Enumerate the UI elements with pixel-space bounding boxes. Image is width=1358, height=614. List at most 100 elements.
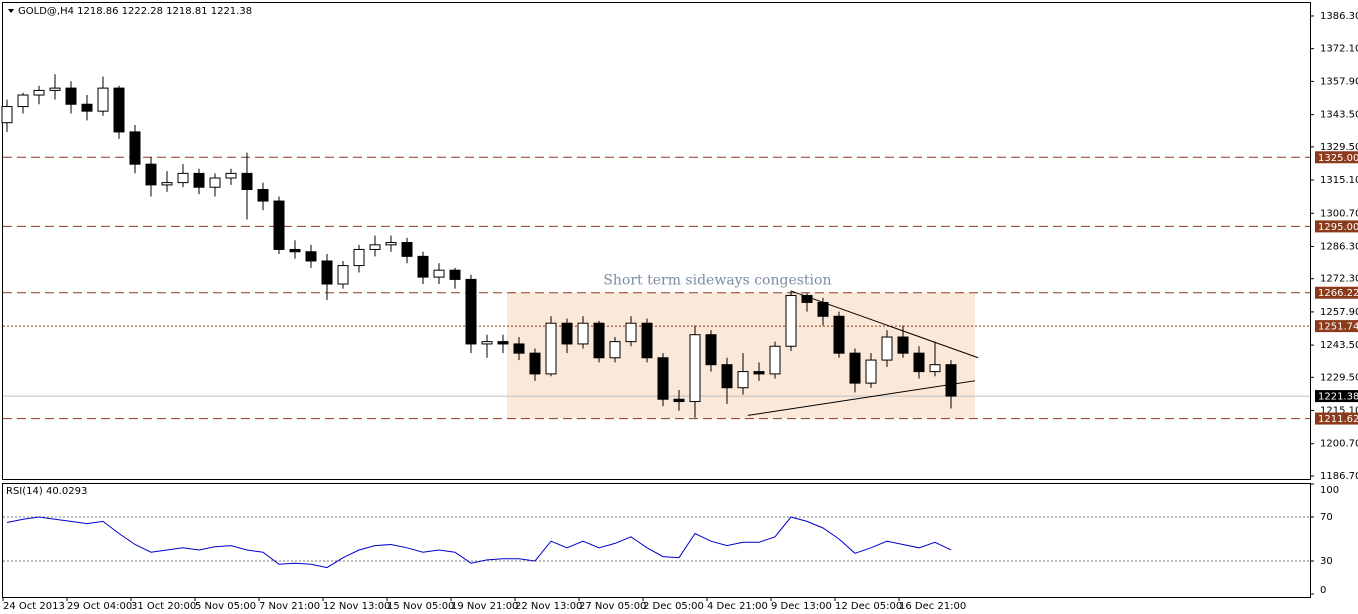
rsi-title: RSI(14) 40.0293	[6, 486, 87, 497]
chart-title: GOLD@,H4 1218.86 1222.28 1218.81 1221.38	[18, 6, 252, 17]
y-tick-label: 1300.70	[1320, 208, 1358, 219]
y-tick-label: 1200.70	[1320, 439, 1358, 450]
candle-body	[177, 172, 189, 184]
candle-body	[641, 322, 653, 359]
candle-body	[17, 94, 29, 108]
y-tick-label: 1329.50	[1320, 142, 1358, 153]
candle-body	[33, 89, 45, 96]
candle-body	[849, 352, 861, 384]
y-tick-label: 1243.50	[1320, 340, 1358, 351]
y-tick-label: 1272.30	[1320, 274, 1358, 285]
candle-body	[625, 322, 637, 343]
x-tick-label: 15 Nov 05:00	[387, 601, 454, 612]
x-tick-label: 2 Dec 05:00	[643, 601, 704, 612]
x-tick-label: 24 Oct 2013	[3, 601, 65, 612]
price-level-box	[1315, 220, 1358, 233]
annotation: Short term sideways congestion	[603, 273, 831, 289]
candle-body	[433, 269, 445, 278]
candle-body	[609, 341, 621, 359]
candle-body	[81, 103, 93, 112]
price-level-label: 1251.74	[1318, 322, 1358, 333]
candle-body	[673, 398, 685, 403]
x-tick-label: 12 Dec 05:00	[835, 601, 902, 612]
candle-body	[561, 322, 573, 345]
candle-body	[769, 345, 781, 375]
candle-body	[753, 371, 765, 375]
candle-body	[401, 242, 413, 257]
candle-body	[513, 343, 525, 354]
price-level-label: 1221.38	[1318, 392, 1358, 403]
candle-body	[113, 87, 125, 133]
rsi-panel	[2, 483, 1311, 598]
candle-body	[689, 334, 701, 403]
candle-body	[705, 334, 717, 366]
candle-body	[161, 182, 173, 186]
candle-body	[289, 248, 301, 253]
price-level-box	[1315, 390, 1358, 403]
y-tick-label: 1286.30	[1320, 241, 1358, 252]
candle-body	[145, 163, 157, 186]
candle-body	[225, 172, 237, 179]
candle-body	[721, 364, 733, 389]
candle-body	[817, 301, 829, 317]
candle-body	[1, 106, 13, 124]
trendline	[790, 290, 979, 359]
y-tick-label: 1315.10	[1320, 175, 1358, 186]
price-level-box	[1315, 286, 1358, 299]
candle-body	[497, 341, 509, 345]
candle-body	[337, 265, 349, 285]
candle-body	[305, 251, 317, 262]
congestion-zone	[507, 292, 975, 419]
candle-body	[209, 177, 221, 188]
main-panel	[2, 2, 1311, 480]
price-level-box	[1315, 320, 1358, 333]
x-tick-label: 16 Dec 21:00	[899, 601, 966, 612]
candle-body	[385, 242, 397, 246]
candle-body	[465, 278, 477, 345]
candle-body	[529, 352, 541, 375]
y-tick-label: 1186.70	[1320, 471, 1358, 482]
menu-arrow	[8, 9, 14, 13]
candle-body	[193, 172, 205, 188]
candle-body	[785, 295, 797, 347]
candle-body	[321, 260, 333, 285]
candle-body	[257, 189, 269, 202]
candle-body	[353, 248, 365, 267]
candle-body	[97, 87, 109, 112]
candle-body	[369, 244, 381, 250]
candle-body	[881, 336, 893, 361]
candle-body	[481, 341, 493, 345]
candle-body	[833, 315, 845, 354]
candle-body	[273, 200, 285, 250]
price-level-label: 1211.62	[1318, 414, 1358, 425]
x-tick-label: 31 Oct 20:00	[131, 601, 196, 612]
x-tick-label: 27 Nov 05:00	[579, 601, 646, 612]
price-level-label: 1295.00	[1318, 222, 1358, 233]
y-tick-label: 100	[1320, 485, 1339, 496]
x-tick-label: 5 Nov 05:00	[195, 601, 256, 612]
price-level-box	[1315, 151, 1358, 164]
x-tick-label: 12 Nov 13:00	[323, 601, 390, 612]
y-tick-label: 0	[1320, 585, 1326, 596]
candle-body	[593, 322, 605, 359]
candle-body	[65, 87, 77, 105]
y-tick-label: 1257.90	[1320, 307, 1358, 318]
x-tick-label: 22 Nov 13:00	[515, 601, 582, 612]
y-tick-label: 1386.30	[1320, 11, 1358, 22]
rsi-line	[6, 516, 952, 569]
price-level-label: 1325.00	[1318, 153, 1358, 164]
x-tick-label: 29 Oct 04:00	[67, 601, 132, 612]
candle-body	[241, 172, 253, 191]
x-tick-label: 4 Dec 21:00	[707, 601, 768, 612]
x-tick-label: 7 Nov 21:00	[259, 601, 320, 612]
candle-body	[865, 359, 877, 384]
price-level-box	[1315, 412, 1358, 425]
candle-body	[417, 255, 429, 278]
y-tick-label: 1229.50	[1320, 372, 1358, 383]
x-tick-label: 19 Nov 21:00	[451, 601, 518, 612]
candle-body	[449, 269, 461, 280]
candle-body	[913, 352, 925, 373]
candle-body	[737, 371, 749, 389]
